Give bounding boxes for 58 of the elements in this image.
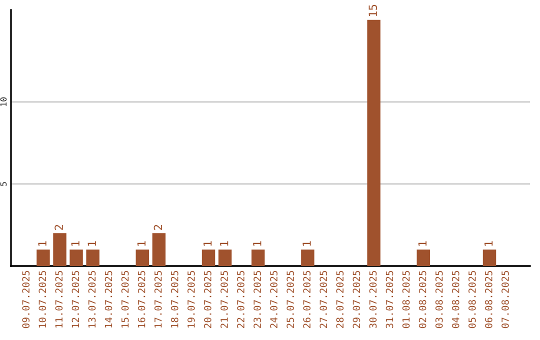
- data-label: 1: [137, 241, 146, 246]
- x-tick-label: 27.07.2025: [320, 270, 328, 328]
- x-tick-label: 20.07.2025: [204, 270, 212, 328]
- x-tick-label: 17.07.2025: [154, 270, 162, 328]
- bar: [367, 20, 380, 266]
- data-label: 1: [71, 241, 80, 246]
- bar: [70, 250, 83, 266]
- data-label: 1: [220, 241, 228, 246]
- bar: [482, 250, 496, 266]
- x-tick-label: 24.07.2025: [270, 270, 278, 328]
- x-tick-label: 02.08.2025: [418, 270, 426, 328]
- x-tick-label: 21.07.2025: [220, 270, 228, 328]
- x-tick-label: 25.07.2025: [286, 270, 294, 328]
- x-tick-label: 19.07.2025: [187, 270, 195, 328]
- x-tick-label: 23.07.2025: [254, 270, 261, 328]
- x-tick-label: 15.07.2025: [121, 270, 129, 328]
- bar: [416, 250, 430, 266]
- x-tick-label: 05.08.2025: [468, 270, 476, 328]
- x-tick-label: 30.07.2025: [369, 270, 377, 328]
- bar: [53, 233, 66, 266]
- bar: [136, 250, 150, 266]
- x-tick-label: 13.07.2025: [88, 270, 96, 328]
- bar: [218, 250, 232, 266]
- x-tick-label: 18.07.2025: [170, 270, 178, 328]
- x-tick-label: 31.07.2025: [386, 270, 394, 328]
- data-label: 1: [38, 241, 46, 246]
- x-tick-label: 22.07.2025: [237, 270, 244, 328]
- y-tick-label: 10: [0, 97, 7, 106]
- data-label: 15: [368, 4, 378, 16]
- x-tick-label: 01.08.2025: [402, 270, 410, 328]
- x-tick-label: 16.07.2025: [138, 270, 146, 328]
- bar: [152, 233, 166, 266]
- data-label: 1: [253, 241, 262, 246]
- y-tick-label: 5: [0, 182, 7, 186]
- data-label: 1: [302, 241, 311, 246]
- x-tick-label: 28.07.2025: [336, 270, 344, 328]
- bar: [301, 250, 314, 266]
- data-label: 1: [88, 241, 96, 246]
- x-tick-label: 29.07.2025: [352, 270, 360, 328]
- bar: [251, 250, 265, 266]
- data-label: 2: [154, 224, 162, 230]
- x-tick-label: 04.08.2025: [452, 270, 460, 328]
- data-label: 1: [418, 241, 426, 246]
- data-label: 1: [204, 241, 212, 246]
- x-tick-label: 10.07.2025: [38, 270, 46, 328]
- x-tick-label: 06.08.2025: [485, 270, 492, 328]
- x-tick-label: 03.08.2025: [435, 270, 443, 328]
- bar: [202, 250, 216, 266]
- bar: [36, 250, 50, 266]
- x-tick-label: 09.07.2025: [22, 270, 30, 328]
- x-tick-label: 14.07.2025: [104, 270, 112, 328]
- bar: [86, 250, 100, 266]
- x-tick-label: 12.07.2025: [72, 270, 80, 328]
- x-tick-label: 07.08.2025: [502, 270, 509, 328]
- data-label: 1: [484, 241, 493, 246]
- data-label: 2: [54, 224, 63, 230]
- x-tick-label: 26.07.2025: [303, 270, 311, 328]
- x-tick-label: 11.07.2025: [55, 270, 63, 328]
